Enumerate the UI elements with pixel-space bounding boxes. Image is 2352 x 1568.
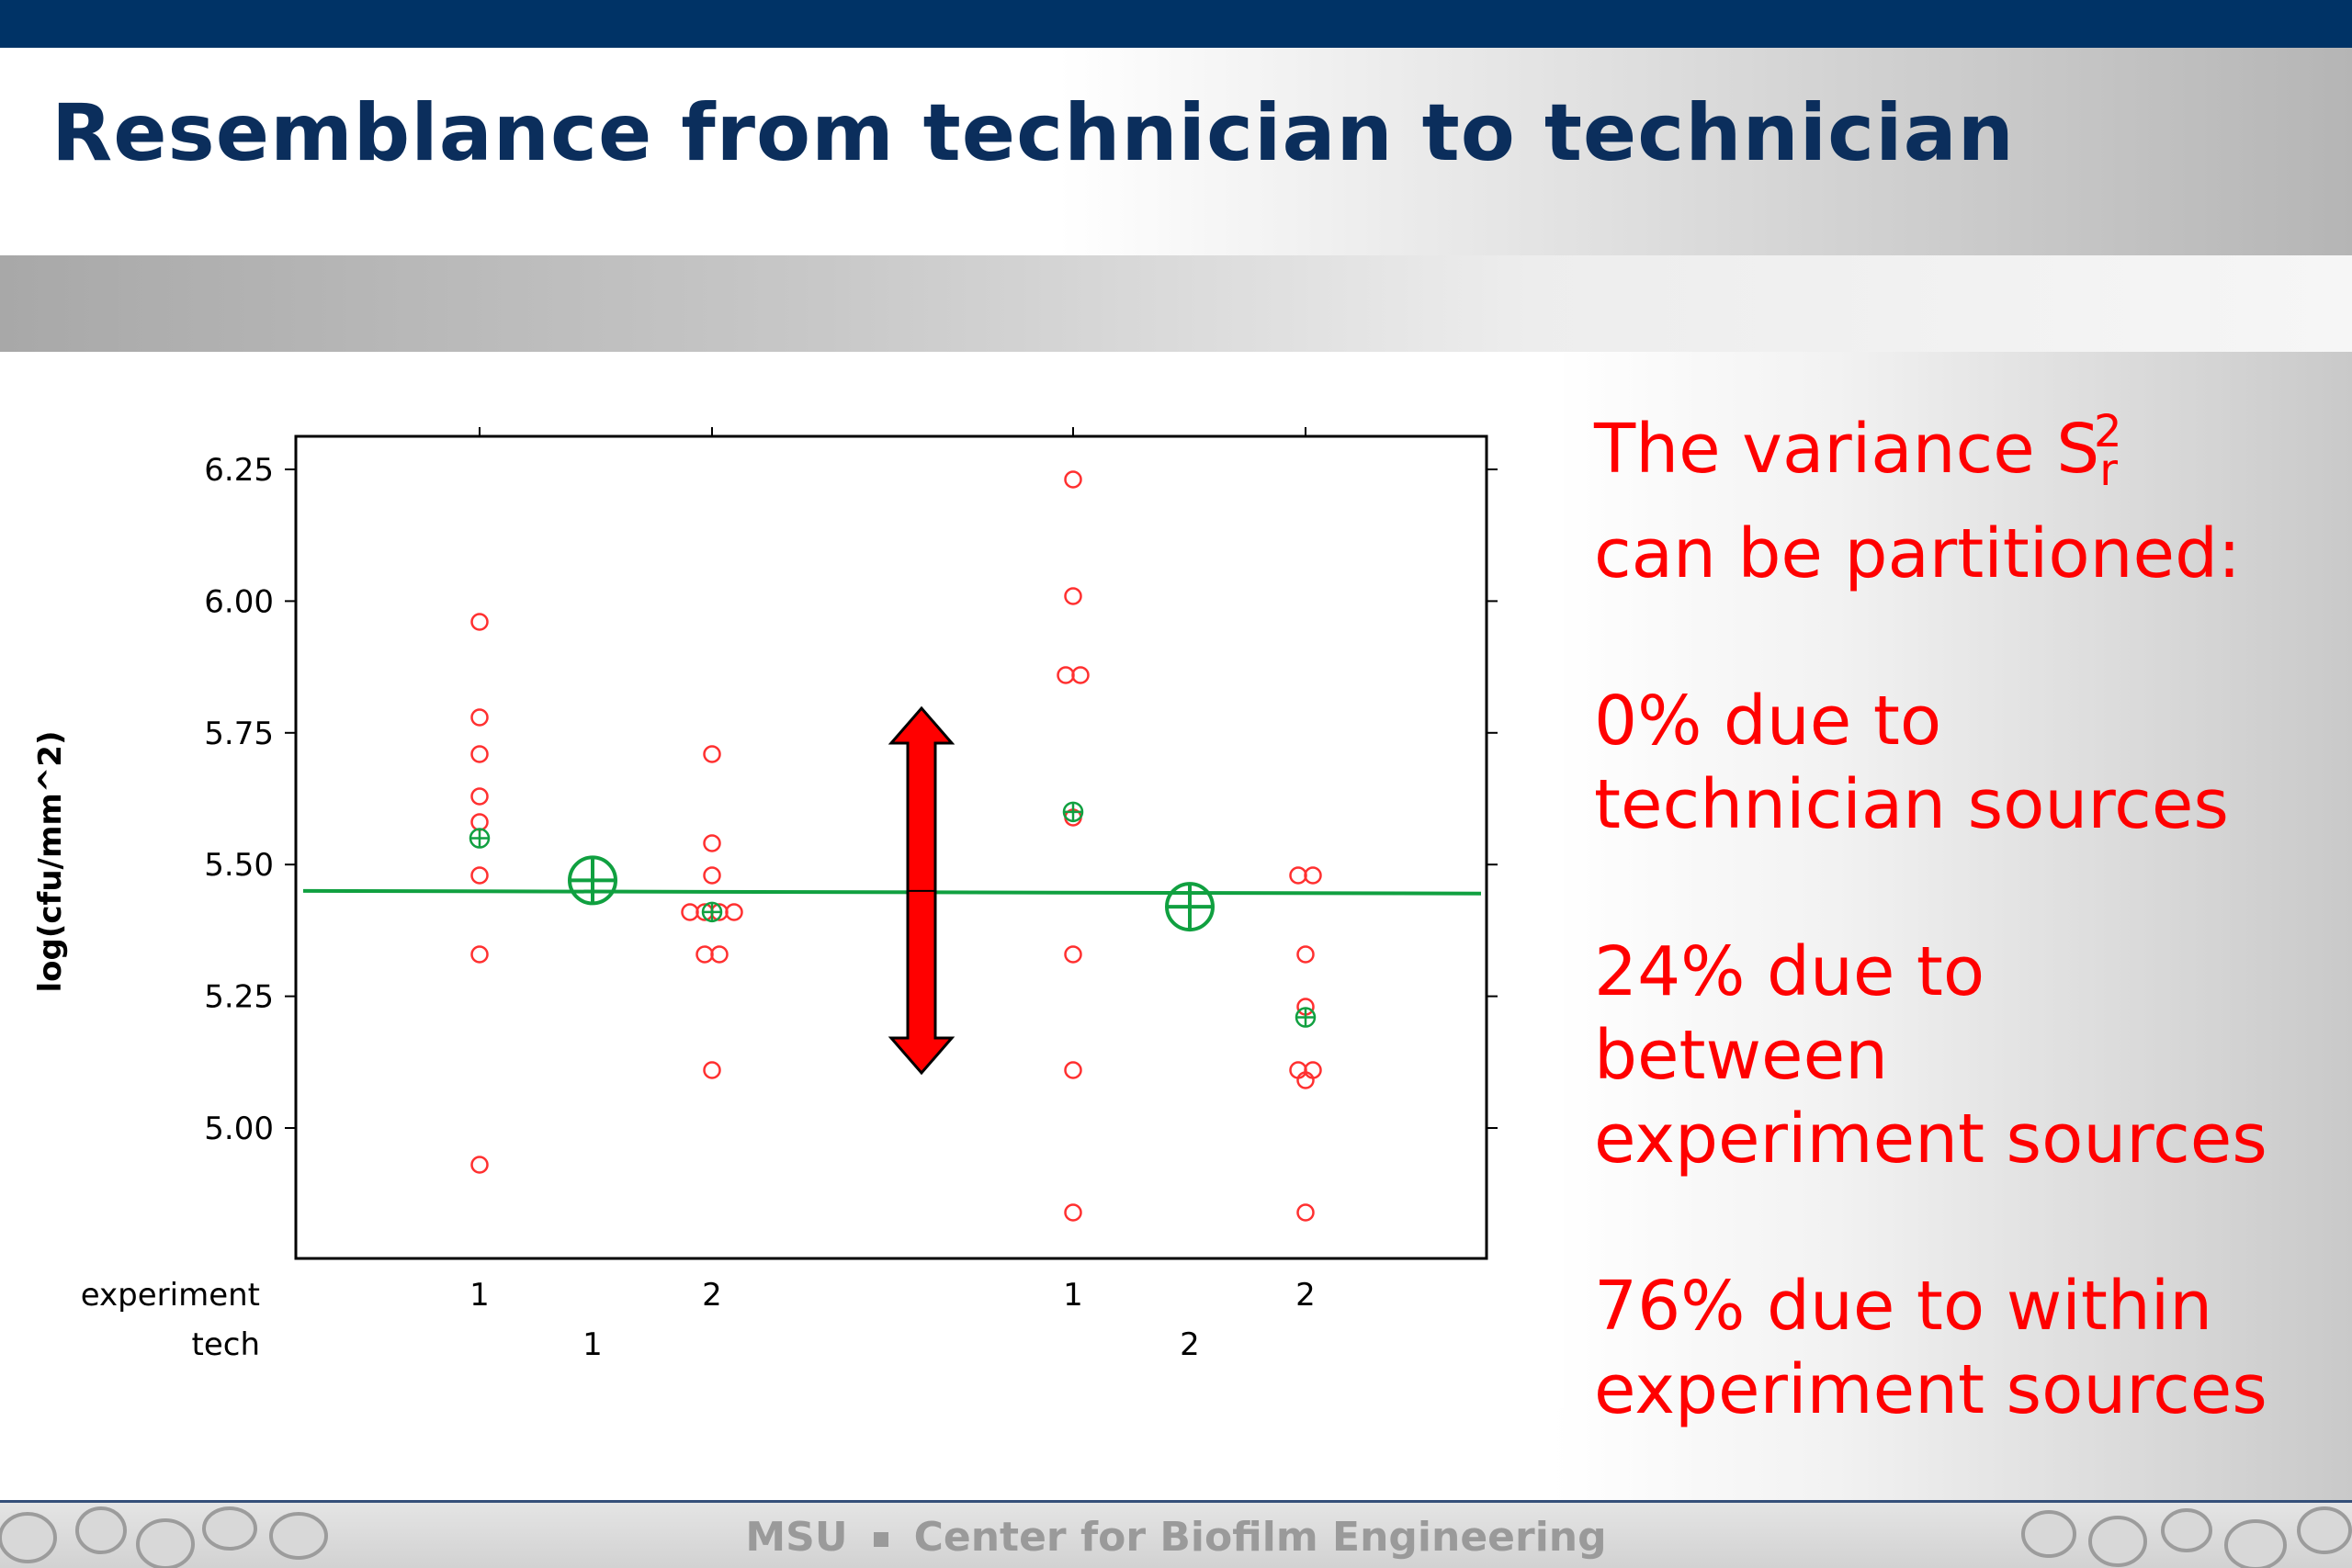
- data-point: [1296, 1203, 1315, 1222]
- item-line: 0% due to: [1594, 682, 1942, 761]
- item-line: 76% due to within: [1594, 1267, 2213, 1346]
- variance-chart: 5.00 5.25 5.50 5.75 6.00 6.25 log(cfu/mm^2) exp…: [32, 427, 1498, 1363]
- heading-subscript: r: [2099, 445, 2118, 496]
- tech-row-label: tech: [192, 1326, 261, 1363]
- square-bullet-icon: [873, 1532, 888, 1547]
- tech-label: 1: [582, 1326, 603, 1363]
- variance-text-panel: The variance Sr2 can be partitioned: 0% …: [1594, 390, 2329, 1432]
- data-point: [1064, 1061, 1082, 1079]
- biofilm-cells-icon: [2021, 1506, 2352, 1568]
- data-point: [470, 787, 489, 806]
- data-point: [470, 708, 489, 727]
- experiment-label: 2: [1295, 1277, 1316, 1314]
- experiment-label: 1: [1063, 1277, 1083, 1314]
- data-point: [681, 903, 699, 921]
- data-point: [470, 1156, 489, 1174]
- footer-text: MSU Center for Biofilm Engineering: [0, 1514, 2352, 1561]
- top-bar: [0, 0, 2352, 48]
- y-tick-label: 5.75: [204, 716, 274, 752]
- experiment-row-label: experiment: [81, 1277, 260, 1314]
- grand-mean-line: [302, 888, 1482, 896]
- heading-superscript: 2: [2093, 406, 2122, 457]
- data-point: [1064, 1203, 1082, 1222]
- data-point: [1071, 666, 1090, 684]
- variance-item-between: 24% due to between experiment sources: [1594, 931, 2329, 1181]
- data-point: [470, 945, 489, 964]
- plot-frame: [294, 434, 1488, 1260]
- tech-label: 2: [1180, 1326, 1200, 1363]
- data-point: [1296, 945, 1315, 964]
- data-point: [703, 745, 721, 763]
- title-band: [0, 48, 2352, 255]
- y-tick-label: 5.50: [204, 847, 274, 884]
- data-point: [470, 613, 489, 631]
- data-point: [703, 866, 721, 885]
- data-point: [470, 745, 489, 763]
- item-line: experiment sources: [1594, 1100, 2267, 1179]
- data-point: [1064, 470, 1082, 489]
- grey-band: [0, 255, 2352, 352]
- biofilm-cells-icon: [0, 1506, 328, 1568]
- heading-line-2: can be partitioned:: [1594, 514, 2241, 593]
- data-point: [703, 834, 721, 852]
- data-point: [695, 945, 714, 964]
- data-point: [470, 866, 489, 885]
- data-point: [1296, 1071, 1315, 1089]
- data-point: [710, 945, 729, 964]
- data-point: [1304, 866, 1322, 885]
- item-line: 24% due to: [1594, 932, 1985, 1011]
- y-axis-label: log(cfu/mm^2): [32, 731, 69, 993]
- y-tick-label: 5.00: [204, 1111, 274, 1147]
- footer-right: Center for Biofilm Engineering: [913, 1514, 1607, 1561]
- experiment-label: 1: [469, 1277, 490, 1314]
- slide-title: Resemblance from technician to technicia…: [51, 87, 2015, 179]
- y-tick-label: 5.25: [204, 979, 274, 1016]
- variance-heading: The variance Sr2 can be partitioned:: [1594, 390, 2329, 596]
- variance-item-technician: 0% due to technician sources: [1594, 680, 2329, 847]
- footer-divider: [0, 1500, 2352, 1503]
- footer-left: MSU: [745, 1514, 848, 1561]
- data-point: [725, 903, 743, 921]
- data-point: [1057, 666, 1075, 684]
- item-line: between: [1594, 1016, 1888, 1095]
- variance-item-within: 76% due to within experiment sources: [1594, 1265, 2329, 1432]
- data-point: [1064, 945, 1082, 964]
- y-tick-label: 6.25: [204, 452, 274, 489]
- data-point: [1064, 587, 1082, 605]
- item-line: experiment sources: [1594, 1350, 2267, 1429]
- footer: MSU Center for Biofilm Engineering: [0, 1503, 2352, 1568]
- data-point: [703, 1061, 721, 1079]
- item-line: technician sources: [1594, 765, 2229, 844]
- y-tick-label: 6.00: [204, 583, 274, 620]
- data-point: [1289, 866, 1307, 885]
- experiment-label: 2: [702, 1277, 722, 1314]
- data-point: [470, 813, 489, 831]
- heading-line-1: The variance S: [1594, 410, 2100, 489]
